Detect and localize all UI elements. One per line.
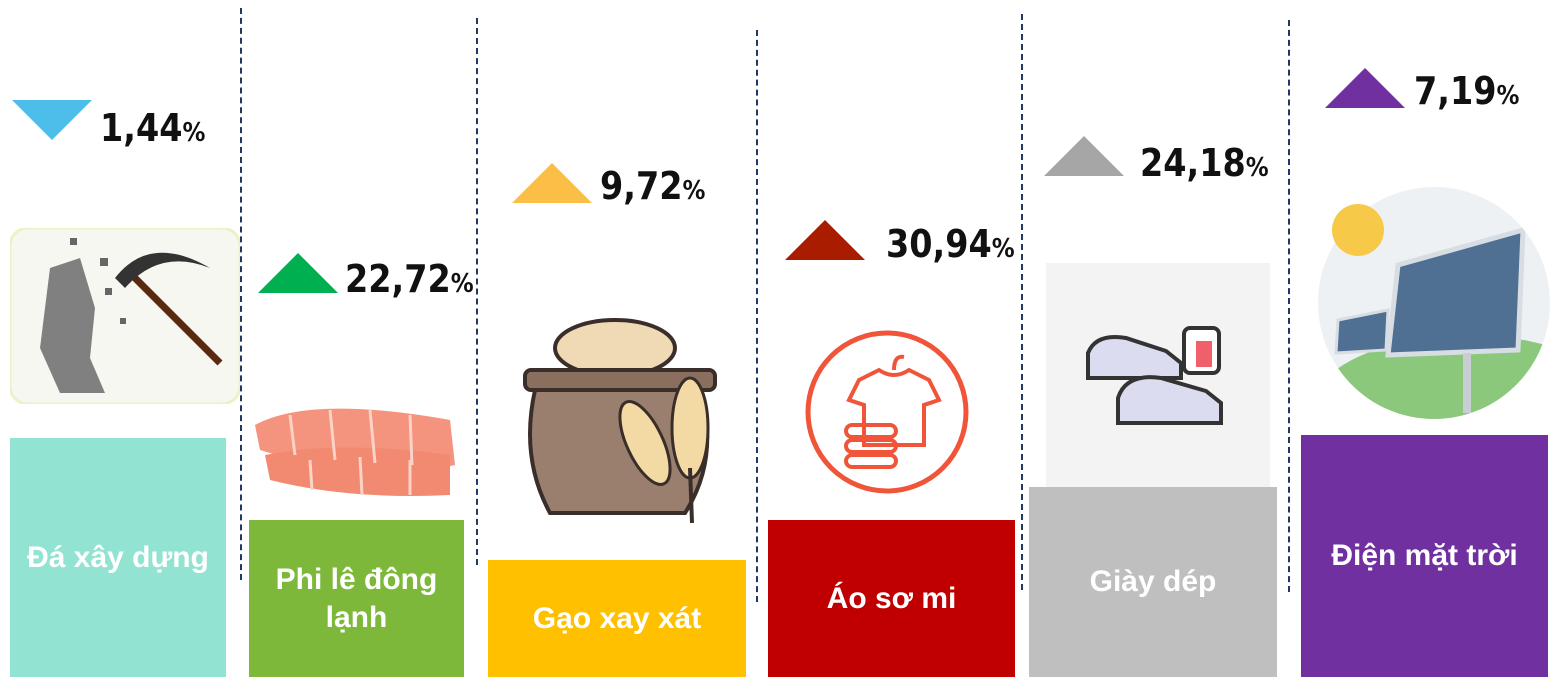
category-label: Giày dép [1029, 487, 1277, 677]
unit: % [683, 176, 706, 206]
icon-fish-fillet [250, 395, 460, 505]
value: 30,94 [886, 222, 992, 266]
change-arrow [258, 253, 340, 295]
change-value: 22,72% [345, 257, 474, 301]
divider [1021, 14, 1023, 590]
divider [1288, 20, 1290, 592]
arrow-shape [512, 163, 592, 203]
category-label: Áo sơ mi [768, 520, 1015, 677]
category-label: Gạo xay xát [488, 560, 746, 677]
value: 1,44 [100, 106, 183, 150]
icon-solar [1318, 185, 1550, 421]
icon-stone [10, 228, 240, 404]
change-value: 7,19% [1414, 69, 1519, 113]
change-arrow [1325, 68, 1407, 110]
arrow-shape [785, 220, 865, 260]
value: 9,72 [600, 164, 683, 208]
unit: % [1246, 153, 1269, 183]
change-arrow [785, 220, 867, 262]
category-label: Phi lê đông lạnh [249, 520, 464, 677]
icon-rice-sack [520, 318, 730, 523]
icon-shirt [804, 325, 970, 500]
divider [240, 8, 242, 580]
category-label: Điện mặt trời [1301, 435, 1548, 677]
change-value: 1,44% [100, 106, 205, 150]
arrow-shape [1325, 68, 1405, 108]
icon-shoes [1046, 263, 1270, 487]
arrow-shape [258, 253, 338, 293]
arrow-shape [12, 100, 92, 140]
change-value: 9,72% [600, 164, 705, 208]
change-arrow [1044, 136, 1126, 178]
change-value: 24,18% [1140, 141, 1269, 185]
unit: % [1497, 81, 1520, 111]
category-label: Đá xây dựng [10, 438, 226, 677]
arrow-shape [1044, 136, 1124, 176]
change-arrow [12, 100, 94, 142]
value: 22,72 [345, 257, 451, 301]
value: 24,18 [1140, 141, 1246, 185]
change-value: 30,94% [886, 222, 1015, 266]
change-arrow [512, 163, 594, 205]
divider [476, 18, 478, 565]
divider [756, 30, 758, 602]
value: 7,19 [1414, 69, 1497, 113]
unit: % [183, 118, 206, 148]
infographic: {"items": [ {"label": "Đá xây dựng", "va… [0, 0, 1554, 677]
unit: % [451, 269, 474, 299]
unit: % [992, 234, 1015, 264]
